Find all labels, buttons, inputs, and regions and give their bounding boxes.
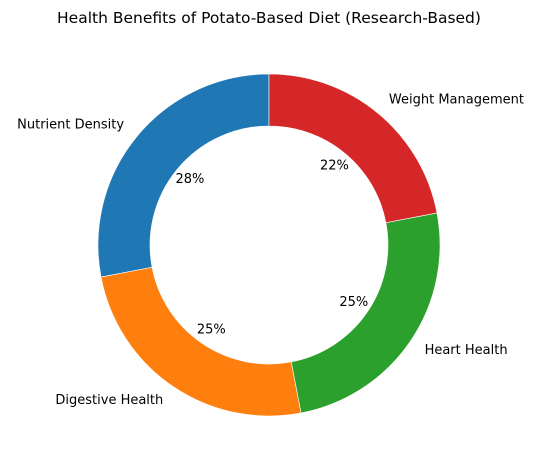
- slice-label-weight-management: Weight Management: [389, 93, 524, 108]
- slice-nutrient-density: [97, 73, 270, 278]
- pct-label-digestive-health: 25%: [197, 322, 226, 337]
- slice-label-nutrient-density: Nutrient Density: [17, 118, 124, 133]
- labels-group: Nutrient Density 28% Digestive Health 25% He…: [17, 93, 524, 409]
- pct-label-heart-health: 25%: [339, 295, 368, 310]
- slice-label-digestive-health: Digestive Health: [55, 393, 163, 408]
- slice-weight-management: [268, 73, 438, 224]
- slice-heart-health: [290, 212, 441, 414]
- slice-label-heart-health: Heart Health: [425, 343, 508, 358]
- chart-title: Health Benefits of Potato-Based Diet (Re…: [57, 9, 481, 27]
- slices-group: [97, 73, 441, 417]
- pct-label-weight-management: 22%: [320, 158, 349, 173]
- pct-label-nutrient-density: 28%: [175, 172, 204, 187]
